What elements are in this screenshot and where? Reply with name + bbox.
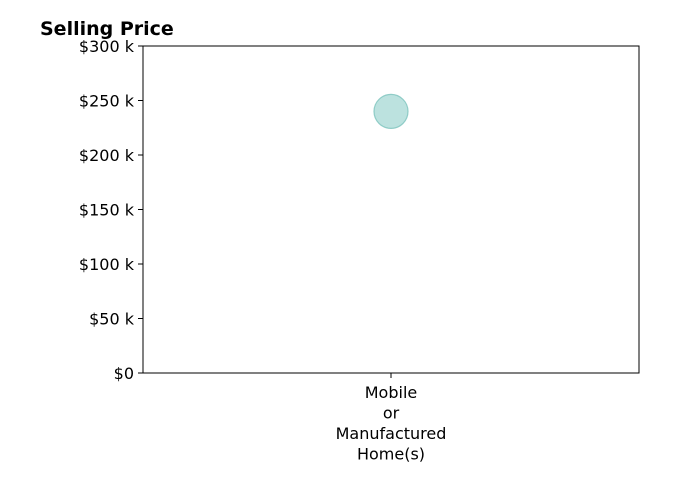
y-tick-label: $200 k	[79, 146, 135, 165]
x-tick-label-line: Manufactured	[336, 424, 447, 443]
y-tick-label: $250 k	[79, 92, 135, 111]
data-point	[373, 93, 409, 130]
x-tick-label-line: Mobile	[365, 383, 417, 402]
y-tick-label: $100 k	[79, 255, 135, 274]
y-tick-label: $150 k	[79, 201, 135, 220]
y-tick-label: $0	[114, 364, 134, 383]
x-tick-label-line: or	[383, 404, 400, 423]
x-tick-label-line: Home(s)	[357, 445, 425, 464]
y-axis: $0 $50 k $100 k $150 k $200 k $250 k $300 k	[79, 37, 143, 383]
data-points	[373, 93, 409, 130]
x-axis: Mobile or Manufactured Home(s)	[336, 373, 447, 464]
y-tick-label: $300 k	[79, 37, 135, 56]
x-tick-label: Mobile or Manufactured Home(s)	[336, 383, 447, 464]
chart-title: Selling Price	[40, 18, 174, 40]
y-tick-label: $50 k	[89, 310, 135, 329]
